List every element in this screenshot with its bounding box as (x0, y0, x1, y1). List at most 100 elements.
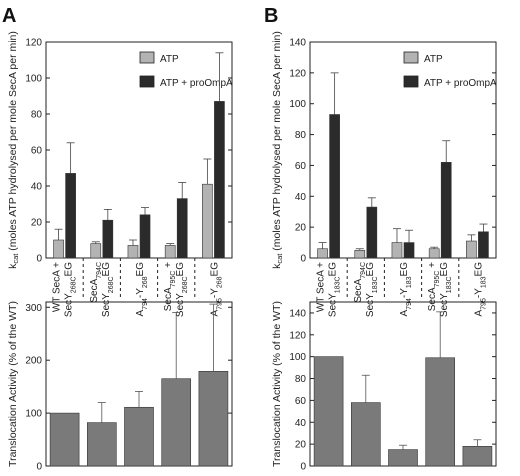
y-tick-label: 40 (295, 192, 307, 203)
bar (478, 231, 489, 259)
category-label: WT SecA +SecY268CEG (52, 262, 78, 317)
category-label-sub: 268C (182, 276, 189, 293)
category-label: WT SecA +SecY183CEG (316, 262, 342, 317)
y-tick-label: 100 (25, 409, 42, 420)
plot-frame (309, 41, 497, 259)
y-axis-label: kcat (moles ATP hydrolysed per mole SecA… (7, 31, 20, 269)
bar (102, 219, 114, 259)
category-label-sub: 794C (359, 262, 366, 279)
category-label: SecA795C + SecY183CEG (427, 262, 453, 317)
bar (198, 371, 229, 467)
category-label-sub: 795C (170, 271, 177, 288)
category-label-sub: 794C (95, 262, 102, 279)
y-tick-label: 0 (36, 462, 42, 473)
category-label-sub: 268C (70, 276, 77, 293)
category-label-part: SecA (89, 278, 100, 302)
y-axis-label-main: k (7, 263, 19, 269)
category-label-sub: 795 (216, 298, 223, 310)
y-tick-label: 40 (295, 418, 307, 429)
category-label-part: -Y (473, 288, 484, 298)
category-label-part: SecY (64, 293, 75, 317)
legend-label: ATP + proOmpA (160, 78, 233, 89)
category-label: A795-Y183EG (473, 262, 487, 317)
y-tick-label: 20 (295, 440, 307, 451)
bar (462, 446, 493, 467)
y-tick-label: 140 (289, 308, 306, 319)
category-label-part: WT SecA + (52, 262, 63, 312)
category-label-part: SecY (328, 293, 339, 317)
category-label-part: EG (328, 262, 339, 277)
bar (86, 422, 117, 467)
y-axis-label: Translocation Activity (% of the WT) (271, 301, 283, 467)
category-label-part: SecA (427, 287, 438, 311)
category-label-part: EG (175, 262, 186, 277)
y-tick-label: 80 (31, 110, 43, 121)
bar (90, 243, 102, 259)
legend-swatch (139, 51, 155, 64)
category-label-sub: 183C (334, 276, 341, 293)
category-label: A794-Y268EG (135, 262, 149, 317)
bar (127, 245, 139, 259)
y-tick-label: 120 (289, 68, 306, 79)
category-label-part: -Y (399, 288, 410, 298)
bar (388, 449, 418, 467)
category-label-part: SecY (365, 293, 376, 317)
bar (350, 402, 381, 467)
legend-swatch (403, 75, 419, 88)
category-label-sub: 795C (434, 271, 441, 288)
y-tick-label: 60 (295, 161, 307, 172)
y-tick-label: 80 (295, 130, 307, 141)
y-tick-label: 80 (295, 374, 307, 385)
bar (176, 198, 188, 259)
category-label-part: + (427, 262, 438, 271)
y-axis-label: kcat (moles ATP hydrolysed per mole SecA… (271, 31, 284, 269)
category-label-part: WT SecA + (316, 262, 327, 312)
legend-swatch (403, 51, 419, 64)
category-label-part: SecY (101, 293, 112, 317)
bar (65, 173, 76, 259)
category-label-sub: 183 (480, 276, 487, 288)
category-label-part: A (473, 310, 484, 317)
y-axis-label-rest: (moles ATP hydrolysed per mole SecA per … (7, 31, 19, 254)
category-label-part: -Y (135, 288, 146, 298)
category-label-part: EG (439, 262, 450, 277)
y-tick-label: 100 (289, 99, 306, 110)
y-axis-label-main: k (271, 263, 283, 269)
category-label-part: EG (399, 262, 410, 277)
legend-label: ATP (424, 54, 443, 65)
y-tick-label: 0 (300, 254, 306, 265)
category-label-part: SecY (175, 293, 186, 317)
bar (139, 214, 151, 259)
category-label-sub: 183 (406, 276, 413, 288)
bar (329, 114, 340, 259)
panel-letter: B (264, 5, 278, 27)
bar (53, 239, 64, 259)
category-label-part: EG (365, 262, 376, 277)
y-tick-label: 200 (25, 356, 42, 367)
y-tick-label: 300 (25, 303, 42, 314)
y-tick-label: 0 (36, 254, 42, 265)
category-label: A794-Y183EG (399, 262, 413, 317)
legend-swatch (139, 75, 155, 88)
y-tick-label: 100 (25, 74, 42, 85)
category-label-sub: 794 (406, 298, 413, 310)
bar (313, 356, 344, 467)
bar (49, 412, 80, 467)
category-label-sub: 268 (216, 276, 223, 288)
y-tick-label: 120 (25, 38, 42, 49)
y-tick-label: 40 (31, 182, 43, 193)
category-label-part: -Y (209, 288, 220, 298)
category-label-part: A (209, 310, 220, 317)
category-label-part: SecY (439, 293, 450, 317)
category-label-part: EG (135, 262, 146, 277)
bar (466, 240, 477, 259)
category-label-part: EG (101, 262, 112, 277)
legend-label: ATP + proOmpA (424, 78, 497, 89)
category-label-sub: 268C (107, 276, 114, 293)
category-label-part: + (163, 262, 174, 271)
category-label-part: SecA (163, 287, 174, 311)
bar (425, 357, 456, 467)
legend-label: ATP (160, 54, 179, 65)
y-tick-label: 120 (289, 330, 306, 341)
category-label-part: A (399, 310, 410, 317)
